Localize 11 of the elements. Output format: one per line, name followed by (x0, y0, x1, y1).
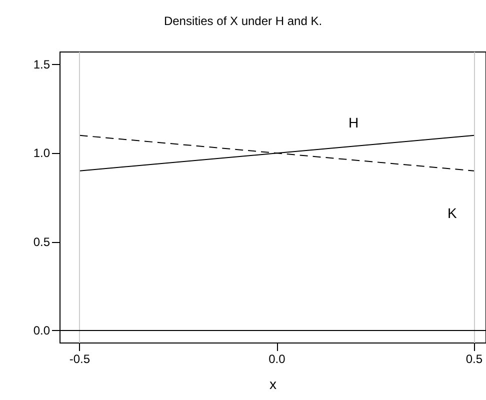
y-tick-label: 1.0 (33, 146, 50, 160)
series-label: H (348, 114, 359, 130)
text: K (447, 204, 458, 221)
chart-title: Densities of X under H and K. (164, 14, 322, 28)
y-tick-label: 1.5 (33, 57, 50, 72)
x-tick-label: 0.5 (466, 352, 483, 366)
x-tick-label: -0.5 (69, 352, 90, 366)
x-tick-label: 0.0 (268, 352, 286, 366)
y-tick-label: 0.5 (33, 234, 50, 249)
x-axis-title: x (270, 376, 276, 392)
y-tick-label: 0.0 (33, 324, 50, 338)
